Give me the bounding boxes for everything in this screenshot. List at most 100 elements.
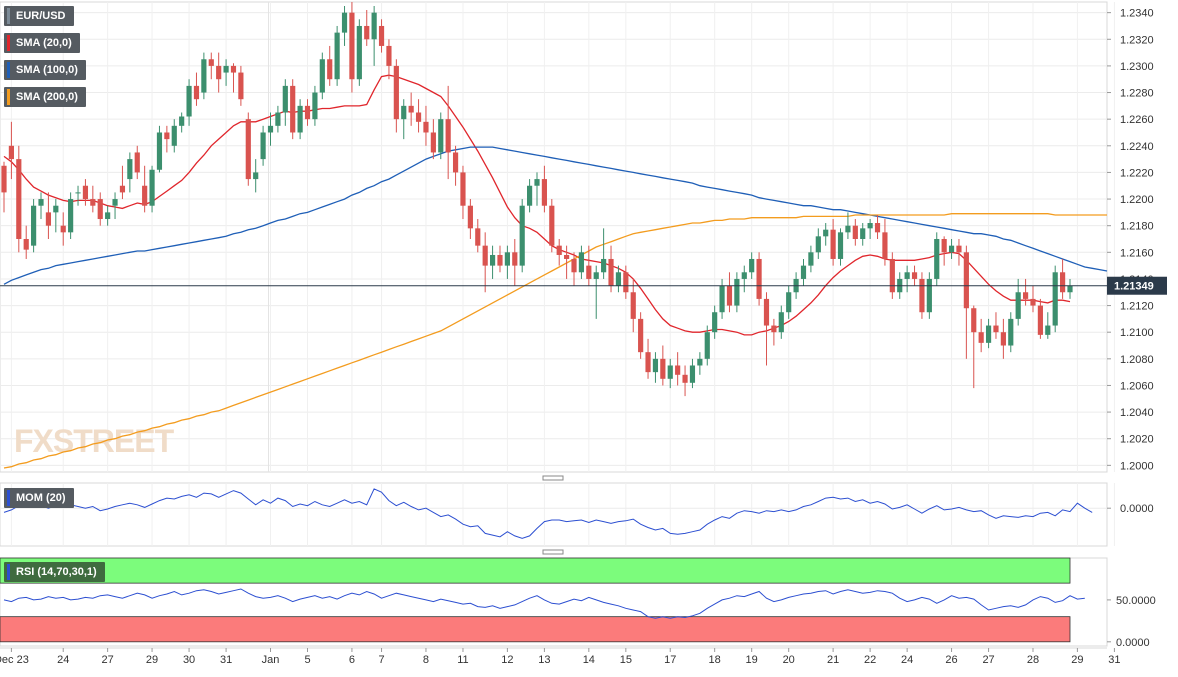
candle-body — [556, 245, 562, 255]
x-tick-label: 29 — [146, 654, 158, 666]
rsi-tick-label: 0.0000 — [1116, 637, 1150, 649]
candle-body — [1037, 305, 1043, 335]
candle-body — [719, 285, 725, 313]
legend-sma-200[interactable]: SMA (200,0) — [4, 87, 86, 107]
price-tick-label: 1.2100 — [1120, 327, 1154, 339]
candle-body — [60, 225, 66, 233]
candle-body — [1030, 298, 1036, 306]
candle-body — [586, 265, 592, 279]
candle-body — [608, 258, 614, 286]
candle-body — [356, 25, 362, 80]
candle-body — [164, 132, 170, 140]
candle-body — [393, 65, 399, 120]
price-tick-label: 1.2020 — [1120, 434, 1154, 446]
candle-body — [201, 59, 207, 93]
candle-body — [808, 252, 814, 266]
candle-body — [815, 236, 821, 253]
candle-body — [934, 238, 940, 279]
candle-body — [378, 25, 385, 46]
price-tick-label: 1.2040 — [1120, 407, 1154, 419]
candle-body — [564, 254, 570, 259]
candle-body — [786, 292, 792, 313]
candle-body — [667, 365, 673, 379]
current-price-label: 1.21349 — [1114, 281, 1154, 293]
candle-body — [282, 85, 288, 113]
candle-body — [193, 85, 200, 100]
legend-sma-20[interactable]: SMA (20,0) — [4, 33, 80, 53]
candle-body — [1008, 318, 1014, 346]
legend-rsi[interactable]: RSI (14,70,30,1) — [4, 562, 105, 582]
legend-rsi-label: RSI (14,70,30,1) — [16, 566, 97, 578]
candle-body — [16, 159, 22, 239]
candle-body — [156, 132, 163, 170]
x-tick-label: 11 — [457, 654, 468, 666]
x-tick-label: Dec 23 — [0, 654, 29, 666]
candle-body — [460, 172, 466, 206]
panel-resize-handle — [542, 475, 564, 481]
candle-body — [549, 205, 555, 246]
candle-body — [216, 65, 222, 80]
candle-body — [645, 352, 651, 373]
x-tick-label: 18 — [709, 654, 721, 666]
rsi-line — [3, 588, 1085, 619]
candle-body — [527, 185, 533, 206]
x-tick-label: 8 — [423, 654, 429, 666]
candle-body — [445, 119, 451, 153]
legend-symbol-label: EUR/USD — [16, 10, 66, 22]
legend-momentum[interactable]: MOM (20) — [4, 488, 74, 508]
legend-sma-20-label: SMA (20,0) — [16, 37, 72, 49]
candle-body — [919, 278, 925, 313]
candle-body — [704, 332, 710, 359]
candle-body — [267, 125, 274, 133]
candle-body — [1045, 325, 1051, 335]
x-tick-label: 14 — [583, 654, 595, 666]
x-tick-label: 31 — [1108, 654, 1120, 666]
candle-body — [415, 112, 422, 122]
candle-body — [119, 185, 126, 193]
candle-body — [823, 229, 829, 237]
candle-body — [623, 272, 629, 293]
x-tick-label: 28 — [1027, 654, 1039, 666]
candle-body — [142, 185, 148, 206]
candle-body — [90, 199, 96, 206]
candle-body — [926, 278, 932, 313]
candle-body — [911, 272, 918, 279]
candle-body — [171, 125, 177, 146]
candle-body — [630, 292, 636, 319]
candle-body — [68, 199, 74, 233]
candle-body — [860, 228, 866, 239]
candle-body — [1067, 285, 1073, 293]
price-tick-label: 1.2000 — [1120, 460, 1154, 472]
candle-body — [438, 119, 444, 153]
candle-body — [1000, 332, 1006, 346]
x-tick-label: 31 — [220, 654, 232, 666]
candle-body — [319, 59, 325, 93]
price-tick-label: 1.2060 — [1120, 380, 1154, 392]
candle-body — [978, 332, 984, 343]
price-tick-label: 1.2220 — [1120, 167, 1154, 179]
candle-body — [697, 358, 703, 366]
legend-sma-100[interactable]: SMA (100,0) — [4, 60, 86, 80]
candle-body — [23, 238, 29, 250]
x-tick-label: 29 — [1071, 654, 1083, 666]
x-tick-label: 6 — [349, 654, 355, 666]
candle-body — [489, 254, 496, 266]
candle-body — [82, 185, 89, 200]
candle-body — [889, 258, 895, 293]
price-tick-label: 1.2180 — [1120, 221, 1154, 233]
x-tick-label: 20 — [783, 654, 795, 666]
candle-body — [38, 199, 44, 206]
candle-body — [401, 105, 407, 120]
candle-body — [571, 258, 577, 273]
candle-body — [778, 312, 784, 333]
candle-body — [452, 152, 459, 173]
rsi-overbought-zone — [0, 557, 1071, 584]
candle-body — [852, 225, 858, 239]
legend-symbol[interactable]: EUR/USD — [4, 6, 74, 26]
sma-line-2 — [3, 213, 1107, 469]
candle-body — [386, 45, 392, 66]
legend-sma-200-label: SMA (200,0) — [16, 91, 78, 103]
candle-body — [519, 205, 525, 266]
